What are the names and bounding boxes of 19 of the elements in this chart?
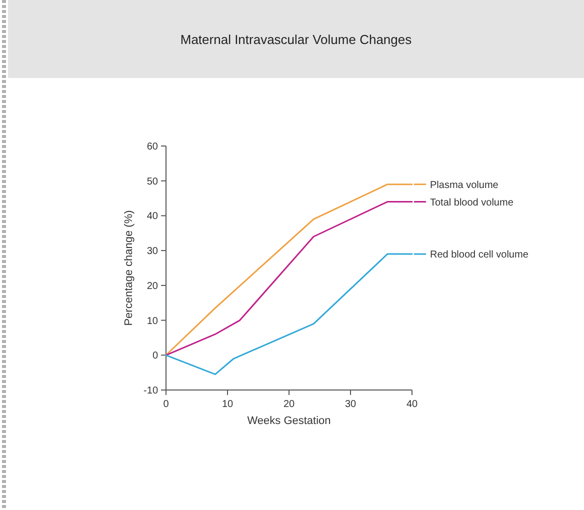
- x-tick-label: 30: [344, 399, 356, 410]
- x-axis-title: Weeks Gestation: [247, 415, 331, 427]
- y-tick-label: 0: [152, 350, 158, 362]
- legend-label: Red blood cell volume: [430, 250, 529, 261]
- y-tick-label: -10: [144, 386, 158, 396]
- legend-label: Total blood volume: [430, 197, 514, 208]
- y-tick-label: 20: [146, 280, 158, 292]
- x-tick-label: 10: [222, 399, 234, 410]
- legend-label: Plasma volume: [430, 180, 499, 191]
- y-tick-label: 10: [146, 316, 158, 327]
- x-tick-label: 20: [283, 399, 295, 410]
- y-axis-title: Percentage change (%): [123, 210, 135, 326]
- y-tick-label: 60: [146, 142, 158, 152]
- x-tick-label: 40: [406, 399, 418, 410]
- y-tick-label: 30: [146, 246, 158, 258]
- y-tick-label: 50: [146, 176, 158, 188]
- x-tick-label: 0: [163, 399, 170, 410]
- y-tick-label: 40: [146, 211, 158, 222]
- chart-title: Maternal Intravascular Volume Changes: [180, 32, 412, 47]
